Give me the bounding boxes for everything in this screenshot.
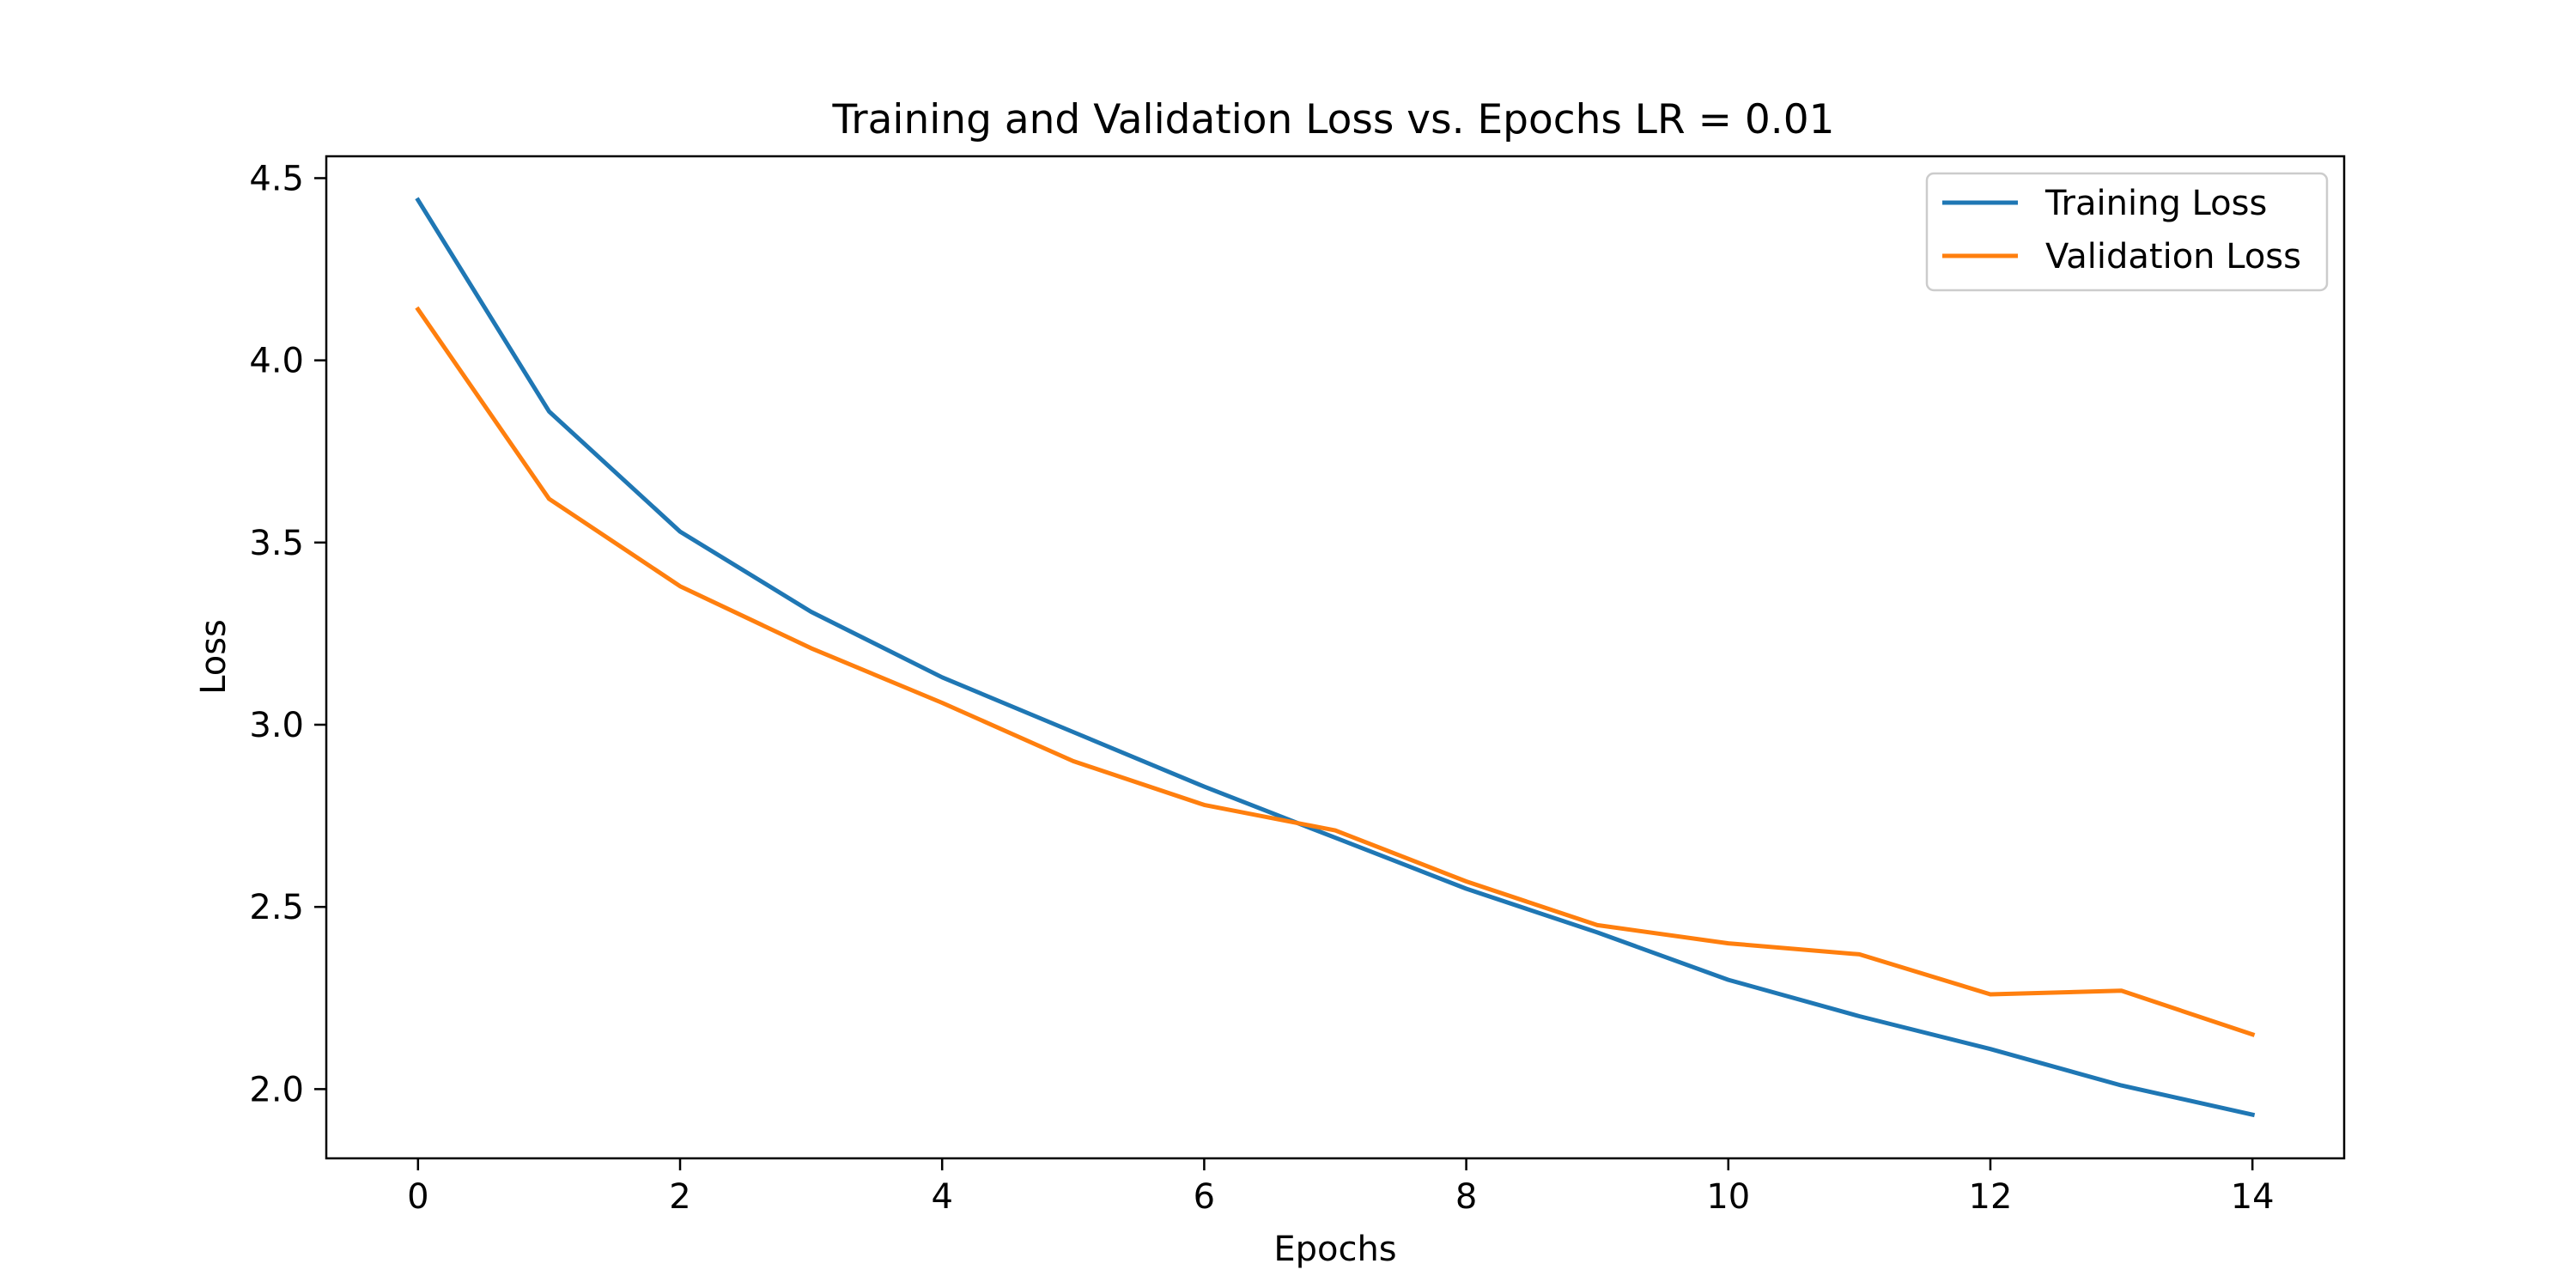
x-tick-label: 0 — [407, 1177, 428, 1217]
legend-label-training-loss: Training Loss — [2044, 184, 2267, 223]
y-tick-label: 3.0 — [249, 706, 304, 745]
series-layer — [415, 197, 2256, 1118]
plot-background — [326, 156, 2344, 1158]
y-tick-label: 4.5 — [249, 159, 304, 198]
y-tick-label: 2.5 — [249, 888, 304, 927]
legend-box — [1925, 172, 2329, 292]
x-axis-label: Epochs — [1273, 1230, 1396, 1269]
chart-title: Training and Validation Loss vs. Epochs … — [831, 96, 1834, 143]
series-validation-loss — [415, 306, 2256, 1037]
y-tick-label: 3.5 — [249, 524, 304, 563]
legend-label-validation-loss: Validation Loss — [2045, 237, 2301, 276]
plot-area — [325, 155, 2346, 1160]
x-tick-label: 10 — [1706, 1177, 1750, 1217]
x-tick-label: 6 — [1194, 1177, 1215, 1217]
y-tick-label: 2.0 — [249, 1070, 304, 1109]
x-tick-label: 4 — [931, 1177, 952, 1217]
series-training-loss — [415, 197, 2256, 1118]
x-tick-label: 2 — [669, 1177, 690, 1217]
x-tick-label: 12 — [1969, 1177, 2013, 1217]
x-axis-ticks: 0 2 4 6 8 10 12 14 — [407, 1158, 2275, 1217]
y-tick-label: 4.0 — [249, 342, 304, 381]
legend: Training Loss Validation Loss — [1925, 172, 2329, 292]
y-axis-label: Loss — [194, 619, 234, 695]
y-axis-ticks: 2.0 2.5 3.0 3.5 4.0 4.5 — [249, 159, 326, 1109]
x-tick-label: 8 — [1455, 1177, 1477, 1217]
plot-frame — [325, 155, 2346, 1160]
x-tick-label: 14 — [2231, 1177, 2275, 1217]
